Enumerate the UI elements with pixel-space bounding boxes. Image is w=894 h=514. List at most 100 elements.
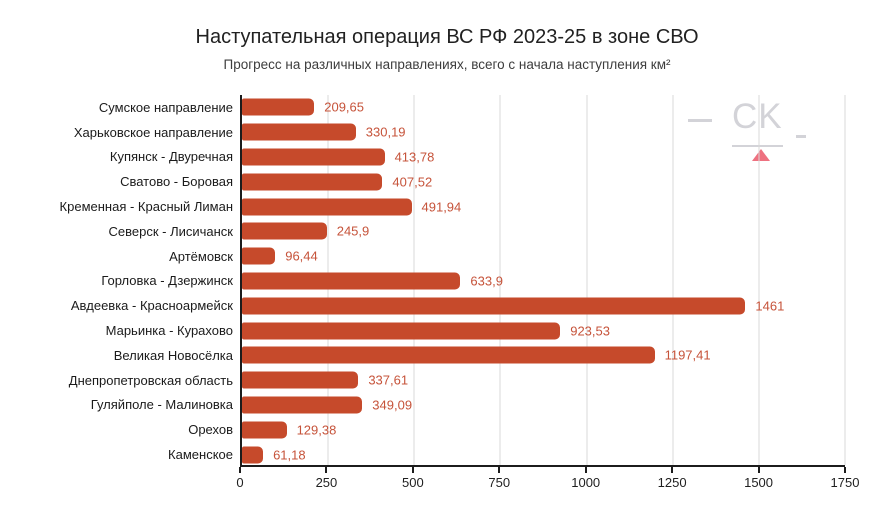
bar-row: Днепропетровская область 337,61: [0, 368, 845, 393]
watermark-triangle-icon: [752, 149, 770, 161]
x-tick-mark: [671, 467, 674, 473]
category-label: Купянск - Двуречная: [109, 149, 233, 165]
bar: [242, 396, 363, 414]
bar: [242, 346, 655, 364]
x-tick-mark: [239, 467, 241, 473]
bar: [242, 322, 561, 340]
bar-track: 96,44: [242, 244, 845, 269]
category-label: Артёмовск: [169, 248, 233, 264]
bar-row: Марьинка - Курахово 923,53: [0, 318, 845, 343]
category-label: Харьковское направление: [73, 124, 233, 140]
bar: [242, 272, 461, 290]
category-label: Кременная - Красный Лиман: [59, 199, 233, 215]
x-tick-mark: [844, 467, 846, 473]
bar: [242, 98, 315, 116]
x-axis: 0 250 500 750 1000 1250 1500 1750: [236, 467, 859, 497]
bar: [242, 123, 356, 141]
value-label: 330,19: [365, 124, 406, 140]
value-label: 209,65: [324, 99, 364, 115]
bar: [242, 421, 287, 439]
bar-row: Великая Новосёлка 1197,41: [0, 343, 845, 368]
category-label: Сватово - Боровая: [120, 174, 233, 190]
watermark-dash-right-icon: [796, 135, 806, 138]
bar-row: Сватово - Боровая 407,52: [0, 169, 845, 194]
bar: [242, 247, 276, 265]
bar-row: Кременная - Красный Лиман 491,94: [0, 194, 845, 219]
x-tick-mark: [498, 467, 501, 473]
bar-track: 330,19: [242, 120, 845, 145]
gridline: [844, 95, 846, 465]
value-label: 129,38: [296, 422, 337, 438]
bar: [242, 446, 264, 464]
value-label: 349,09: [372, 397, 413, 413]
x-tick-label: 1750: [830, 475, 860, 490]
bar-track: 245,9: [242, 219, 845, 244]
bar-track: 1197,41: [242, 343, 845, 368]
x-tick-label: 0: [236, 475, 244, 490]
bar: [242, 371, 359, 389]
bar-track: 491,94: [242, 194, 845, 219]
x-tick-mark: [757, 467, 760, 473]
bar-row: Горловка - Дзержинск 633,9: [0, 269, 845, 294]
category-label: Авдеевка - Красноармейск: [70, 298, 233, 314]
category-label: Марьинка - Курахово: [105, 323, 233, 339]
value-label: 96,44: [285, 248, 318, 264]
bar-row: Северск - Лисичанск 245,9: [0, 219, 845, 244]
x-tick-label: 750: [488, 475, 511, 490]
category-label: Орехов: [188, 422, 233, 438]
category-label: Каменское: [168, 447, 233, 463]
gridline: [758, 95, 760, 465]
bar-track: 209,65: [242, 95, 845, 120]
x-tick-mark: [584, 467, 587, 473]
watermark-logo: CK: [688, 97, 818, 164]
bar-row: Гуляйполе - Малиновка 349,09: [0, 393, 845, 418]
gridline: [586, 95, 588, 465]
value-label: 61,18: [273, 447, 306, 463]
value-label: 1461: [755, 298, 785, 314]
value-label: 245,9: [336, 223, 370, 239]
value-label: 633,9: [470, 273, 503, 289]
value-label: 407,52: [392, 174, 433, 190]
value-label: 337,61: [368, 372, 409, 388]
x-tick-mark: [325, 467, 328, 473]
bar-row: Артёмовск 96,44: [0, 244, 845, 269]
bar-track: 61,18: [242, 442, 845, 467]
bar-track: 349,09: [242, 393, 845, 418]
bar-row: Орехов 129,38: [0, 417, 845, 442]
category-label: Днепропетровская область: [68, 372, 233, 388]
x-tick-label: 1500: [744, 475, 774, 490]
watermark-text: CK: [732, 97, 783, 136]
value-label: 413,78: [394, 149, 435, 165]
bar-track: 1461: [242, 293, 845, 318]
x-tick-label: 250: [315, 475, 338, 490]
bar-track: 129,38: [242, 417, 845, 442]
bar-row: Сумское направление 209,65: [0, 95, 845, 120]
category-label: Великая Новосёлка: [113, 347, 233, 363]
x-tick-mark: [411, 467, 414, 473]
bar: [242, 297, 746, 315]
category-label: Гуляйполе - Малиновка: [90, 397, 233, 413]
x-tick-label: 500: [401, 475, 424, 490]
bar: [242, 148, 385, 166]
category-label: Сумское направление: [98, 99, 233, 115]
bar-track: 633,9: [242, 269, 845, 294]
bar-row: Харьковское направление 330,19: [0, 120, 845, 145]
gridline: [499, 95, 501, 465]
bar-track: 407,52: [242, 169, 845, 194]
bar-rows: Сумское направление 209,65 Харьковское нап…: [0, 95, 845, 467]
category-label: Горловка - Дзержинск: [101, 273, 233, 289]
x-tick-label: 1250: [657, 475, 687, 490]
chart-subtitle: Прогресс на различных направлениях, всег…: [223, 57, 671, 72]
bar-track: 337,61: [242, 368, 845, 393]
value-label: 1197,41: [664, 347, 711, 363]
bar: [242, 173, 383, 191]
bar: [242, 222, 327, 240]
gridline: [672, 95, 674, 465]
watermark-underline: [732, 145, 783, 147]
value-label: 491,94: [421, 199, 462, 215]
bar-row: Купянск - Двуречная 413,78: [0, 145, 845, 170]
watermark-dash-left-icon: [688, 119, 712, 122]
bar-track: 923,53: [242, 318, 845, 343]
x-tick-label: 1000: [571, 475, 601, 490]
